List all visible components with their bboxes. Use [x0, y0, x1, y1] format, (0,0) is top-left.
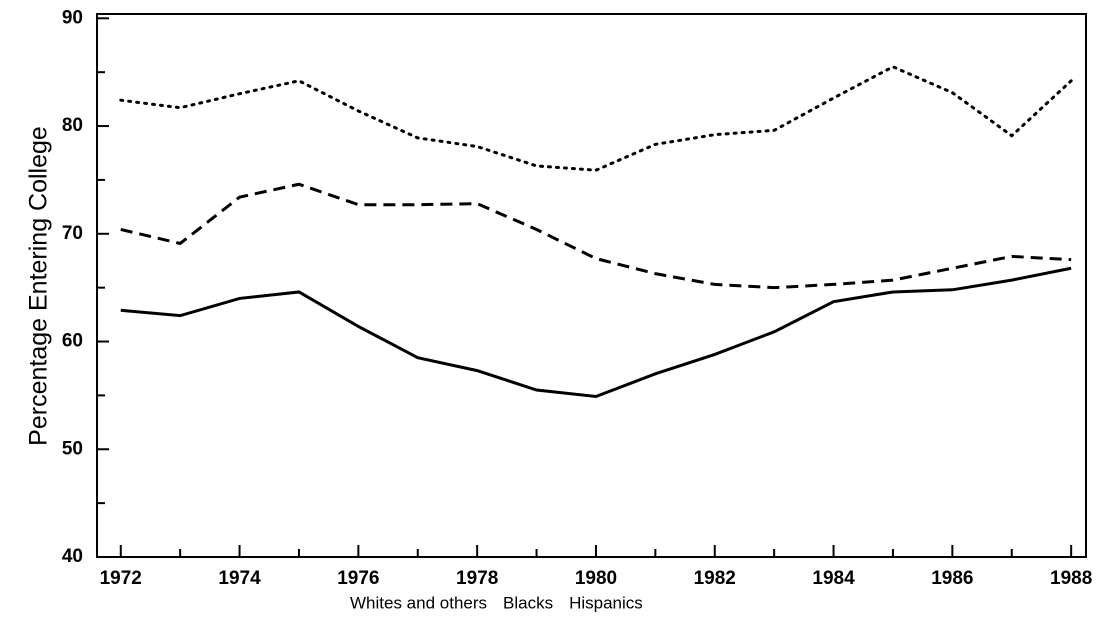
x-tick-label: 1982 — [694, 568, 736, 589]
x-tick-label: 1986 — [931, 568, 973, 589]
x-tick-label: 1976 — [337, 568, 379, 589]
series-line — [120, 182, 1072, 290]
x-tick-label: 1984 — [812, 568, 855, 589]
y-tick-label: 40 — [62, 546, 83, 567]
plot-frame — [96, 13, 1087, 558]
x-tick-label: 1972 — [100, 568, 142, 589]
x-tick-label: 1974 — [218, 568, 261, 589]
x-tick-label: 1988 — [1050, 568, 1092, 589]
legend-entry: Blacks — [503, 593, 553, 612]
series-line — [119, 65, 1073, 172]
series-line — [120, 266, 1072, 399]
legend-entry: Whites and others — [350, 593, 487, 612]
y-tick-label: 80 — [62, 115, 83, 136]
y-tick-label: 60 — [62, 331, 83, 352]
x-tick-label: 1978 — [456, 568, 498, 589]
y-tick-label: 50 — [62, 438, 83, 459]
legend-entry: Hispanics — [569, 593, 643, 612]
y-tick-label: 70 — [62, 223, 83, 244]
y-axis-label: Percentage Entering College — [25, 126, 53, 446]
y-tick-label: 90 — [62, 7, 83, 28]
x-tick-label: 1980 — [575, 568, 617, 589]
